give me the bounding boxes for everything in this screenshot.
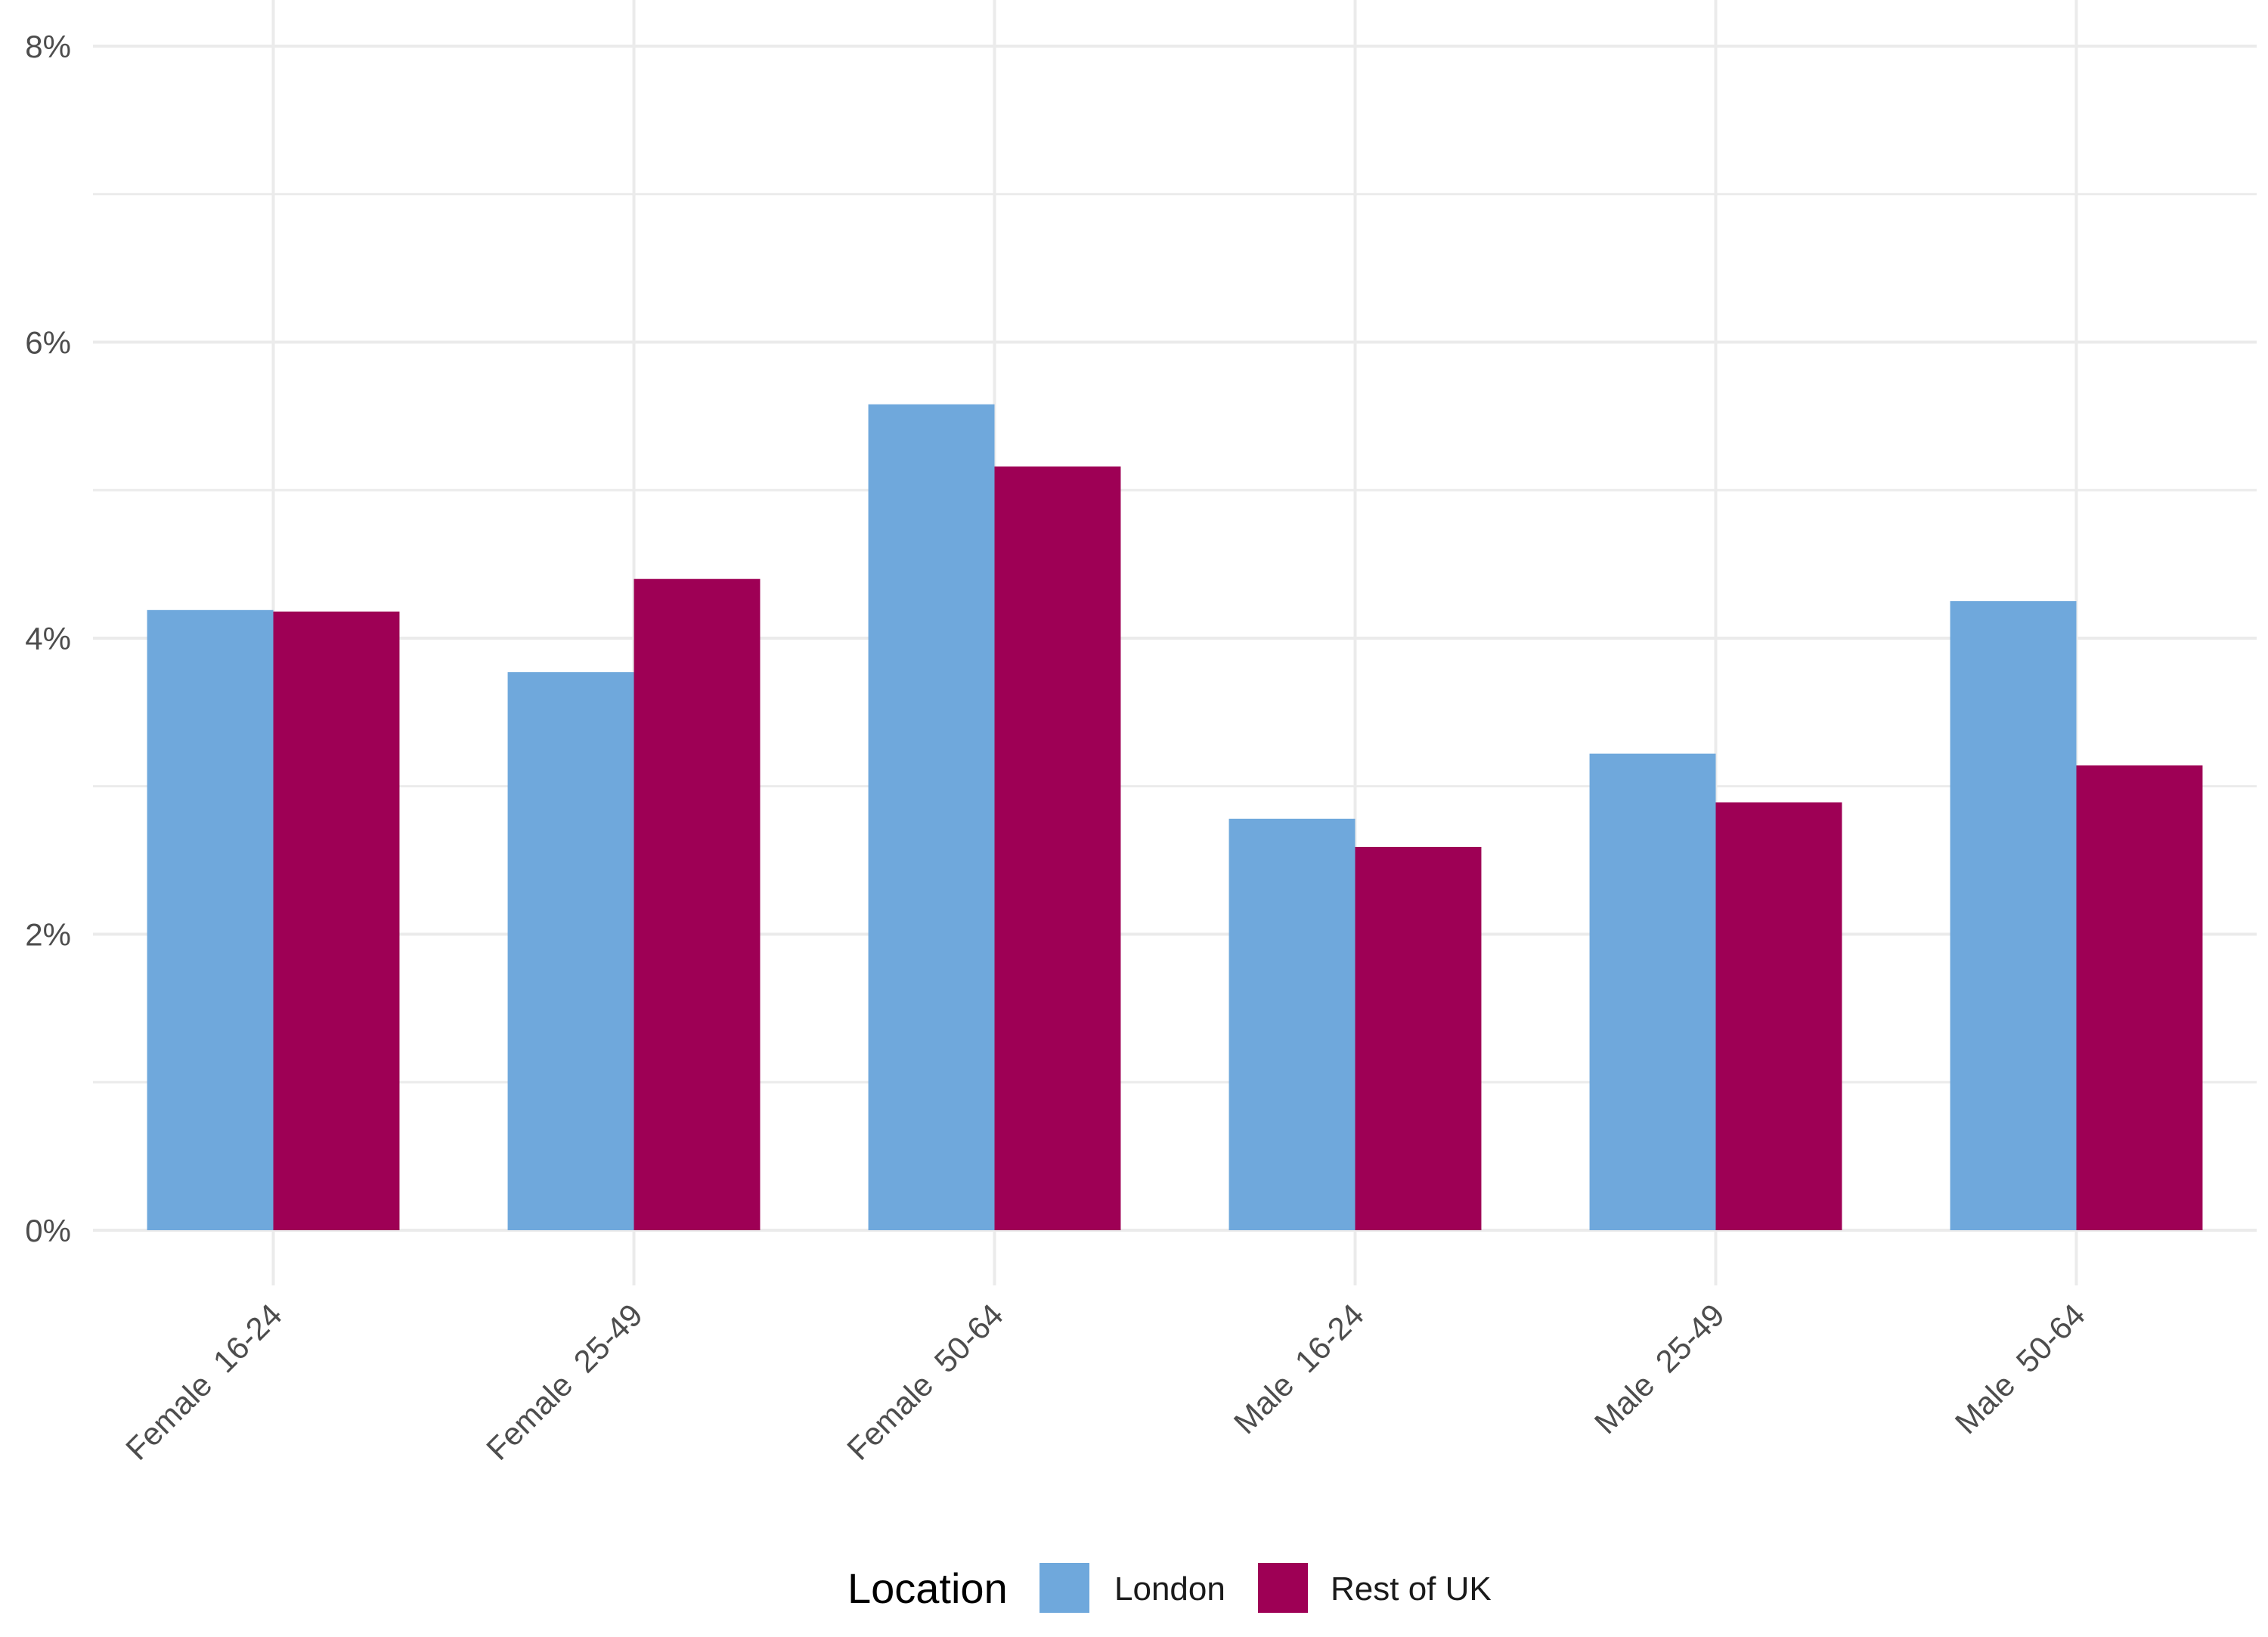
x-tick-label: Female 50-64 — [840, 1297, 1010, 1467]
x-tick-label: Male 25-49 — [1588, 1297, 1731, 1440]
bar-london-1 — [507, 672, 634, 1230]
bars — [147, 404, 2203, 1230]
x-tick-label: Male 50-64 — [1948, 1297, 2092, 1440]
x-tick-label: Male 16-24 — [1227, 1297, 1371, 1440]
legend-key-rest-of-uk — [1258, 1563, 1308, 1613]
grid — [93, 0, 2257, 1285]
bar-rest-of-uk-5 — [2076, 765, 2203, 1230]
y-tick-label: 8% — [25, 29, 71, 64]
bar-rest-of-uk-0 — [273, 611, 400, 1230]
legend-label: London — [1114, 1570, 1225, 1608]
x-tick-label: Female 16-24 — [119, 1297, 289, 1467]
legend: Location London Rest of UK — [847, 1563, 1492, 1613]
bar-london-0 — [147, 609, 274, 1230]
legend-title: Location — [847, 1564, 1008, 1612]
legend-key-london — [1040, 1563, 1089, 1613]
bar-london-3 — [1228, 818, 1356, 1230]
y-tick-label: 6% — [25, 325, 71, 361]
y-tick-label: 4% — [25, 621, 71, 656]
x-tick-label: Female 25-49 — [479, 1297, 649, 1467]
y-tick-label: 0% — [25, 1213, 71, 1248]
bar-rest-of-uk-2 — [994, 466, 1121, 1230]
bar-rest-of-uk-1 — [634, 578, 761, 1230]
bar-london-4 — [1589, 753, 1716, 1230]
y-tick-label: 2% — [25, 917, 71, 953]
bar-london-5 — [1950, 601, 2077, 1230]
bar-rest-of-uk-4 — [1715, 802, 1842, 1230]
legend-label: Rest of UK — [1331, 1570, 1492, 1608]
bar-london-2 — [868, 404, 995, 1230]
bar-rest-of-uk-3 — [1355, 847, 1482, 1230]
